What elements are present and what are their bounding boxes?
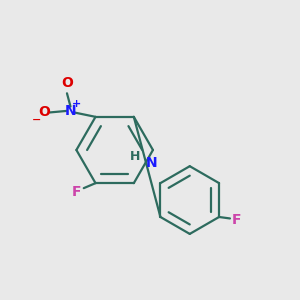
Text: N: N	[146, 155, 157, 170]
Text: O: O	[38, 105, 50, 119]
Text: O: O	[61, 76, 73, 90]
Text: −: −	[32, 115, 41, 125]
Text: F: F	[72, 185, 81, 199]
Text: F: F	[231, 213, 241, 227]
Text: N: N	[65, 104, 76, 118]
Text: H: H	[130, 150, 140, 163]
Text: +: +	[72, 100, 82, 110]
